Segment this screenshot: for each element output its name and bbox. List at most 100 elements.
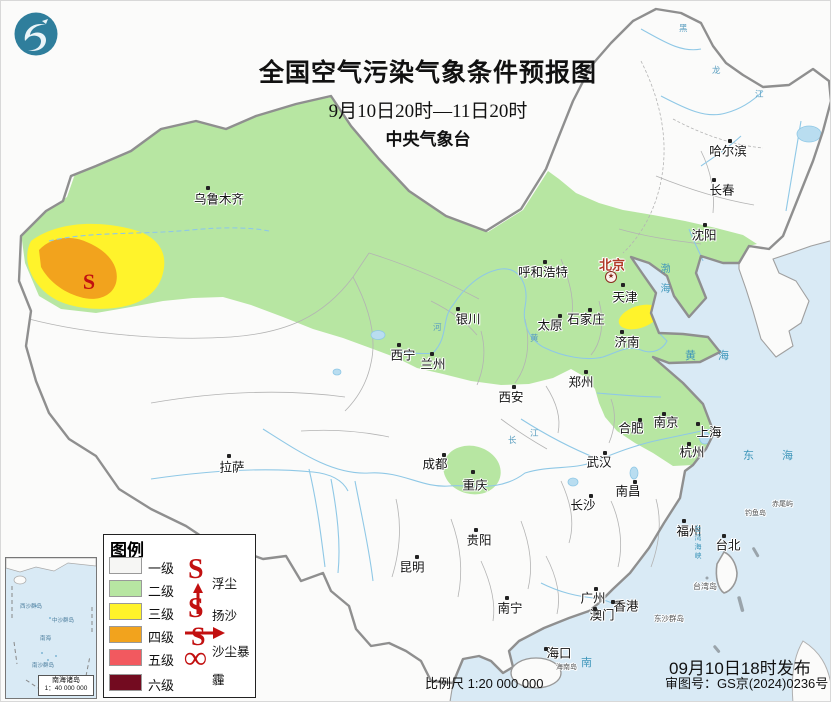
city-label: 杭州 bbox=[679, 445, 705, 460]
city-label: 广州 bbox=[580, 591, 606, 606]
legend-level-label: 一级 bbox=[148, 561, 175, 576]
city-dot bbox=[703, 223, 707, 227]
island-label: 赤尾屿 bbox=[772, 501, 793, 508]
city-label: 合肥 bbox=[618, 421, 644, 436]
map-scale: 比例尺 1:20 000 000 bbox=[425, 676, 544, 691]
city-dot bbox=[584, 370, 588, 374]
china-national-boundary bbox=[17, 7, 830, 685]
island-label: 东沙群岛 bbox=[654, 614, 684, 623]
city-dot bbox=[505, 596, 509, 600]
inset-label: 南沙群岛 bbox=[32, 663, 55, 669]
city-label: 重庆 bbox=[462, 478, 488, 493]
city-label: 澳门 bbox=[589, 608, 615, 623]
city-label: 南昌 bbox=[615, 484, 641, 499]
city-label: 成都 bbox=[422, 457, 448, 472]
sea-label: 东海 bbox=[743, 450, 821, 462]
approval-number: 审图号：GS京(2024)0236号 bbox=[665, 676, 829, 691]
region-level4-xinjiang bbox=[39, 237, 117, 299]
city-dot bbox=[611, 600, 615, 604]
inset-scale: 1：40 000 000 bbox=[44, 685, 88, 692]
city-label: 石家庄 bbox=[567, 312, 605, 327]
south-china-sea-inset: 西沙群岛 中沙群岛 南海 南沙群岛 南海诸岛 1：40 000 000 bbox=[5, 557, 97, 699]
legend-level-label: 三级 bbox=[148, 607, 175, 622]
city-label: 昆明 bbox=[399, 560, 425, 575]
city-dot bbox=[442, 453, 446, 457]
city-dot bbox=[621, 283, 625, 287]
symbol-label: 扬沙 bbox=[212, 609, 238, 623]
shachenbao-symbol-icon: S bbox=[184, 619, 230, 654]
mai-symbol-icon: ∞ bbox=[184, 639, 230, 676]
legend-level-label: 二级 bbox=[148, 584, 175, 599]
city-label: 呼和浩特 bbox=[517, 265, 569, 280]
city-dot bbox=[589, 494, 593, 498]
inset-title-box: 南海诸岛 1：40 000 000 bbox=[38, 675, 94, 696]
city-label: 兰州 bbox=[420, 357, 446, 372]
island-label: 海南岛 bbox=[556, 664, 577, 671]
islands bbox=[510, 547, 830, 701]
publish-time: 09月10日18时发布 bbox=[669, 659, 811, 678]
luzon-island bbox=[791, 640, 830, 701]
city-dot bbox=[620, 330, 624, 334]
city-label: 海口 bbox=[546, 646, 572, 661]
pollution-level-regions bbox=[21, 97, 757, 495]
legend-title: 图例 bbox=[110, 541, 144, 560]
island-label: 台湾岛 bbox=[693, 582, 717, 591]
city-label: 台北 bbox=[715, 538, 741, 553]
city-dot bbox=[696, 422, 700, 426]
sea-label: 黄海 bbox=[685, 350, 751, 362]
city-label: 西安 bbox=[498, 390, 524, 405]
city-dot bbox=[543, 260, 547, 264]
forecast-period: 9月10日20时—11日20时 bbox=[328, 101, 528, 122]
sea-label: 台湾海峡 bbox=[694, 525, 701, 561]
inset-map bbox=[5, 557, 97, 692]
inset-label: 西沙群岛 bbox=[20, 604, 43, 610]
cma-logo bbox=[14, 12, 58, 56]
city-dot bbox=[206, 186, 210, 190]
legend-swatch bbox=[109, 649, 142, 666]
taiwan-island bbox=[715, 550, 738, 594]
city-label: 南宁 bbox=[497, 601, 523, 616]
province-boundaries bbox=[28, 60, 764, 622]
inset-label: 中沙群岛 bbox=[52, 618, 75, 624]
city-dot bbox=[471, 470, 475, 474]
legend-swatch bbox=[109, 626, 142, 643]
city-label: 贵阳 bbox=[466, 533, 492, 548]
city-dot bbox=[474, 528, 478, 532]
river-name-char: 黑 bbox=[679, 23, 688, 33]
region-level3-shandong bbox=[618, 304, 660, 330]
rivers bbox=[48, 28, 802, 604]
island-label: 钓鱼岛 bbox=[745, 510, 766, 517]
city-label: 拉萨 bbox=[219, 460, 245, 475]
city-dot bbox=[227, 454, 231, 458]
city-dot bbox=[633, 480, 637, 484]
city-label: 福州 bbox=[676, 524, 702, 539]
city-label: 太原 bbox=[537, 318, 563, 333]
symbol-label: 浮尘 bbox=[212, 577, 238, 591]
inset-title: 南海诸岛 bbox=[52, 677, 80, 684]
city-dot bbox=[430, 352, 434, 356]
legend-level-label: 四级 bbox=[148, 630, 175, 645]
legend-swatch bbox=[109, 674, 142, 691]
river-name-char: 江 bbox=[755, 89, 764, 99]
city-label: 长春 bbox=[709, 183, 735, 198]
city-dot bbox=[712, 178, 716, 182]
city-dot bbox=[682, 519, 686, 523]
city-dot bbox=[456, 307, 460, 311]
city-dot bbox=[415, 555, 419, 559]
city-label: 乌鲁木齐 bbox=[193, 192, 245, 207]
city-label: 天津 bbox=[612, 290, 638, 305]
yangsha-symbol-icon: S bbox=[184, 583, 230, 626]
dust-symbol-marker: S bbox=[82, 269, 96, 294]
hainan-island bbox=[510, 657, 562, 689]
capital-star-marker: ★ bbox=[605, 271, 617, 283]
city-dot bbox=[662, 412, 666, 416]
city-label: 上海 bbox=[696, 425, 722, 440]
legend-level-label: 五级 bbox=[148, 653, 175, 668]
sea-label: 渤海 bbox=[658, 263, 669, 303]
river-name-char: 龙 bbox=[712, 65, 721, 75]
city-dot bbox=[593, 607, 597, 611]
city-label: 郑州 bbox=[568, 375, 594, 390]
river-name-char: 长 bbox=[508, 435, 517, 445]
city-dot bbox=[638, 418, 642, 422]
